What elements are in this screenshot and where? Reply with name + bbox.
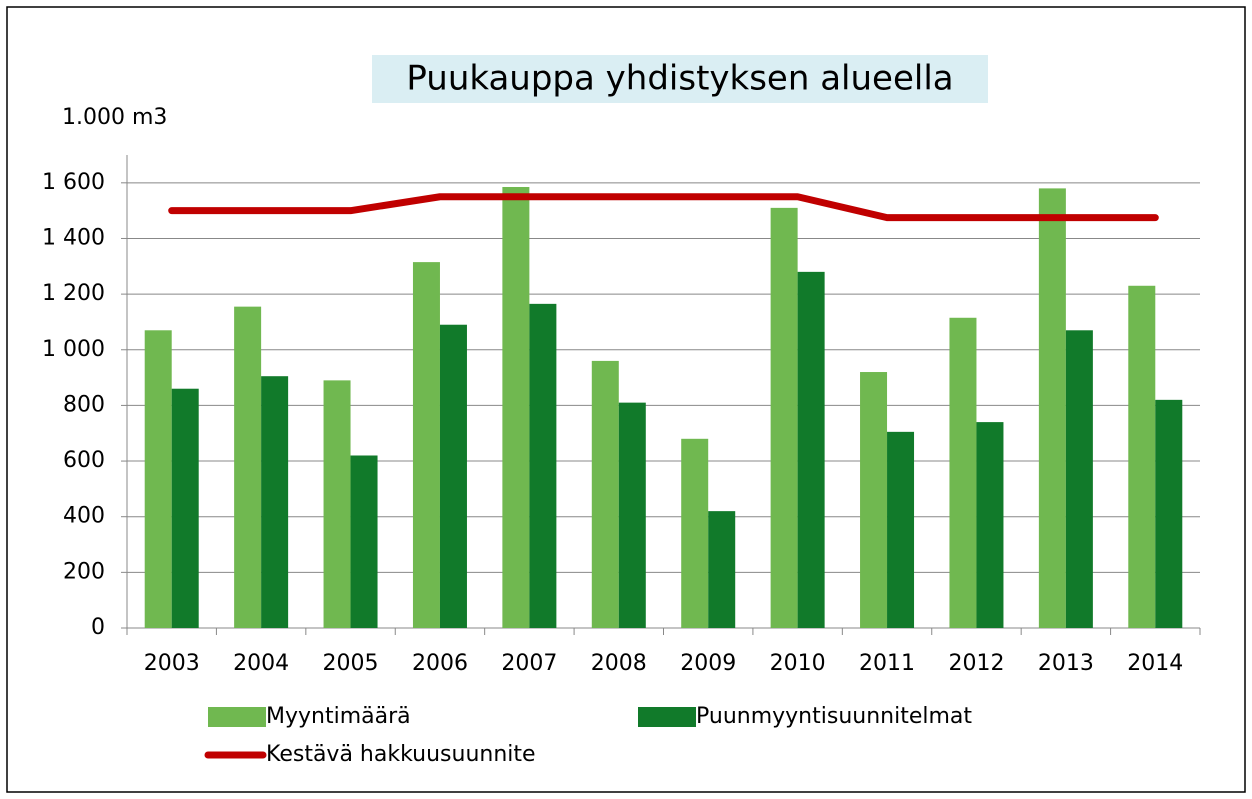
bar: [618, 402, 646, 628]
bar: [171, 388, 199, 628]
bar: [323, 380, 351, 628]
bar: [949, 317, 977, 628]
y-axis-label: 1.000 m3: [62, 105, 167, 130]
x-tick-label: 2009: [680, 651, 736, 676]
x-tick-label: 2010: [770, 651, 826, 676]
y-tick-label: 1 600: [42, 170, 105, 195]
legend-swatch: [208, 707, 266, 727]
y-tick-label: 400: [63, 504, 105, 529]
x-tick-label: 2014: [1127, 651, 1183, 676]
bar: [591, 360, 619, 628]
y-tick-label: 800: [63, 392, 105, 417]
bar: [439, 324, 467, 628]
bar: [1038, 188, 1066, 628]
bar: [1065, 330, 1093, 628]
bar: [708, 511, 736, 628]
bar: [681, 438, 709, 628]
legend-label: Puunmyyntisuunnitelmat: [696, 704, 972, 729]
y-tick-label: 1 200: [42, 281, 105, 306]
y-tick-label: 600: [63, 448, 105, 473]
x-tick-label: 2005: [323, 651, 379, 676]
bar: [797, 271, 825, 628]
legend-label: Kestävä hakkuusuunnite: [266, 742, 536, 767]
bar: [1155, 399, 1183, 628]
title-box: [372, 55, 988, 103]
chart-border: [6, 6, 1246, 793]
x-tick-label: 2007: [501, 651, 557, 676]
bar: [976, 422, 1004, 628]
bar: [1128, 285, 1156, 628]
legend-swatch: [638, 707, 696, 727]
bar: [412, 262, 440, 628]
x-tick-label: 2004: [233, 651, 289, 676]
x-tick-label: 2006: [412, 651, 468, 676]
chart-title: Puukauppa yhdistyksen alueella: [406, 59, 953, 99]
x-tick-label: 2013: [1038, 651, 1094, 676]
bar: [770, 207, 798, 629]
bar: [234, 306, 262, 628]
bar: [350, 455, 378, 628]
y-tick-label: 1 400: [42, 225, 105, 250]
y-tick-label: 1 000: [42, 337, 105, 362]
y-tick-label: 0: [91, 615, 105, 640]
y-tick-label: 200: [63, 559, 105, 584]
bar: [144, 330, 172, 628]
line-series: [168, 193, 1159, 222]
bar: [502, 186, 530, 628]
legend-label: Myyntimäärä: [266, 704, 411, 729]
bar: [261, 376, 289, 628]
x-tick-label: 2012: [948, 651, 1004, 676]
x-tick-label: 2011: [859, 651, 915, 676]
bar: [529, 303, 557, 628]
x-tick-label: 2008: [591, 651, 647, 676]
bar: [860, 372, 888, 628]
x-tick-label: 2003: [144, 651, 200, 676]
bar: [887, 431, 915, 628]
